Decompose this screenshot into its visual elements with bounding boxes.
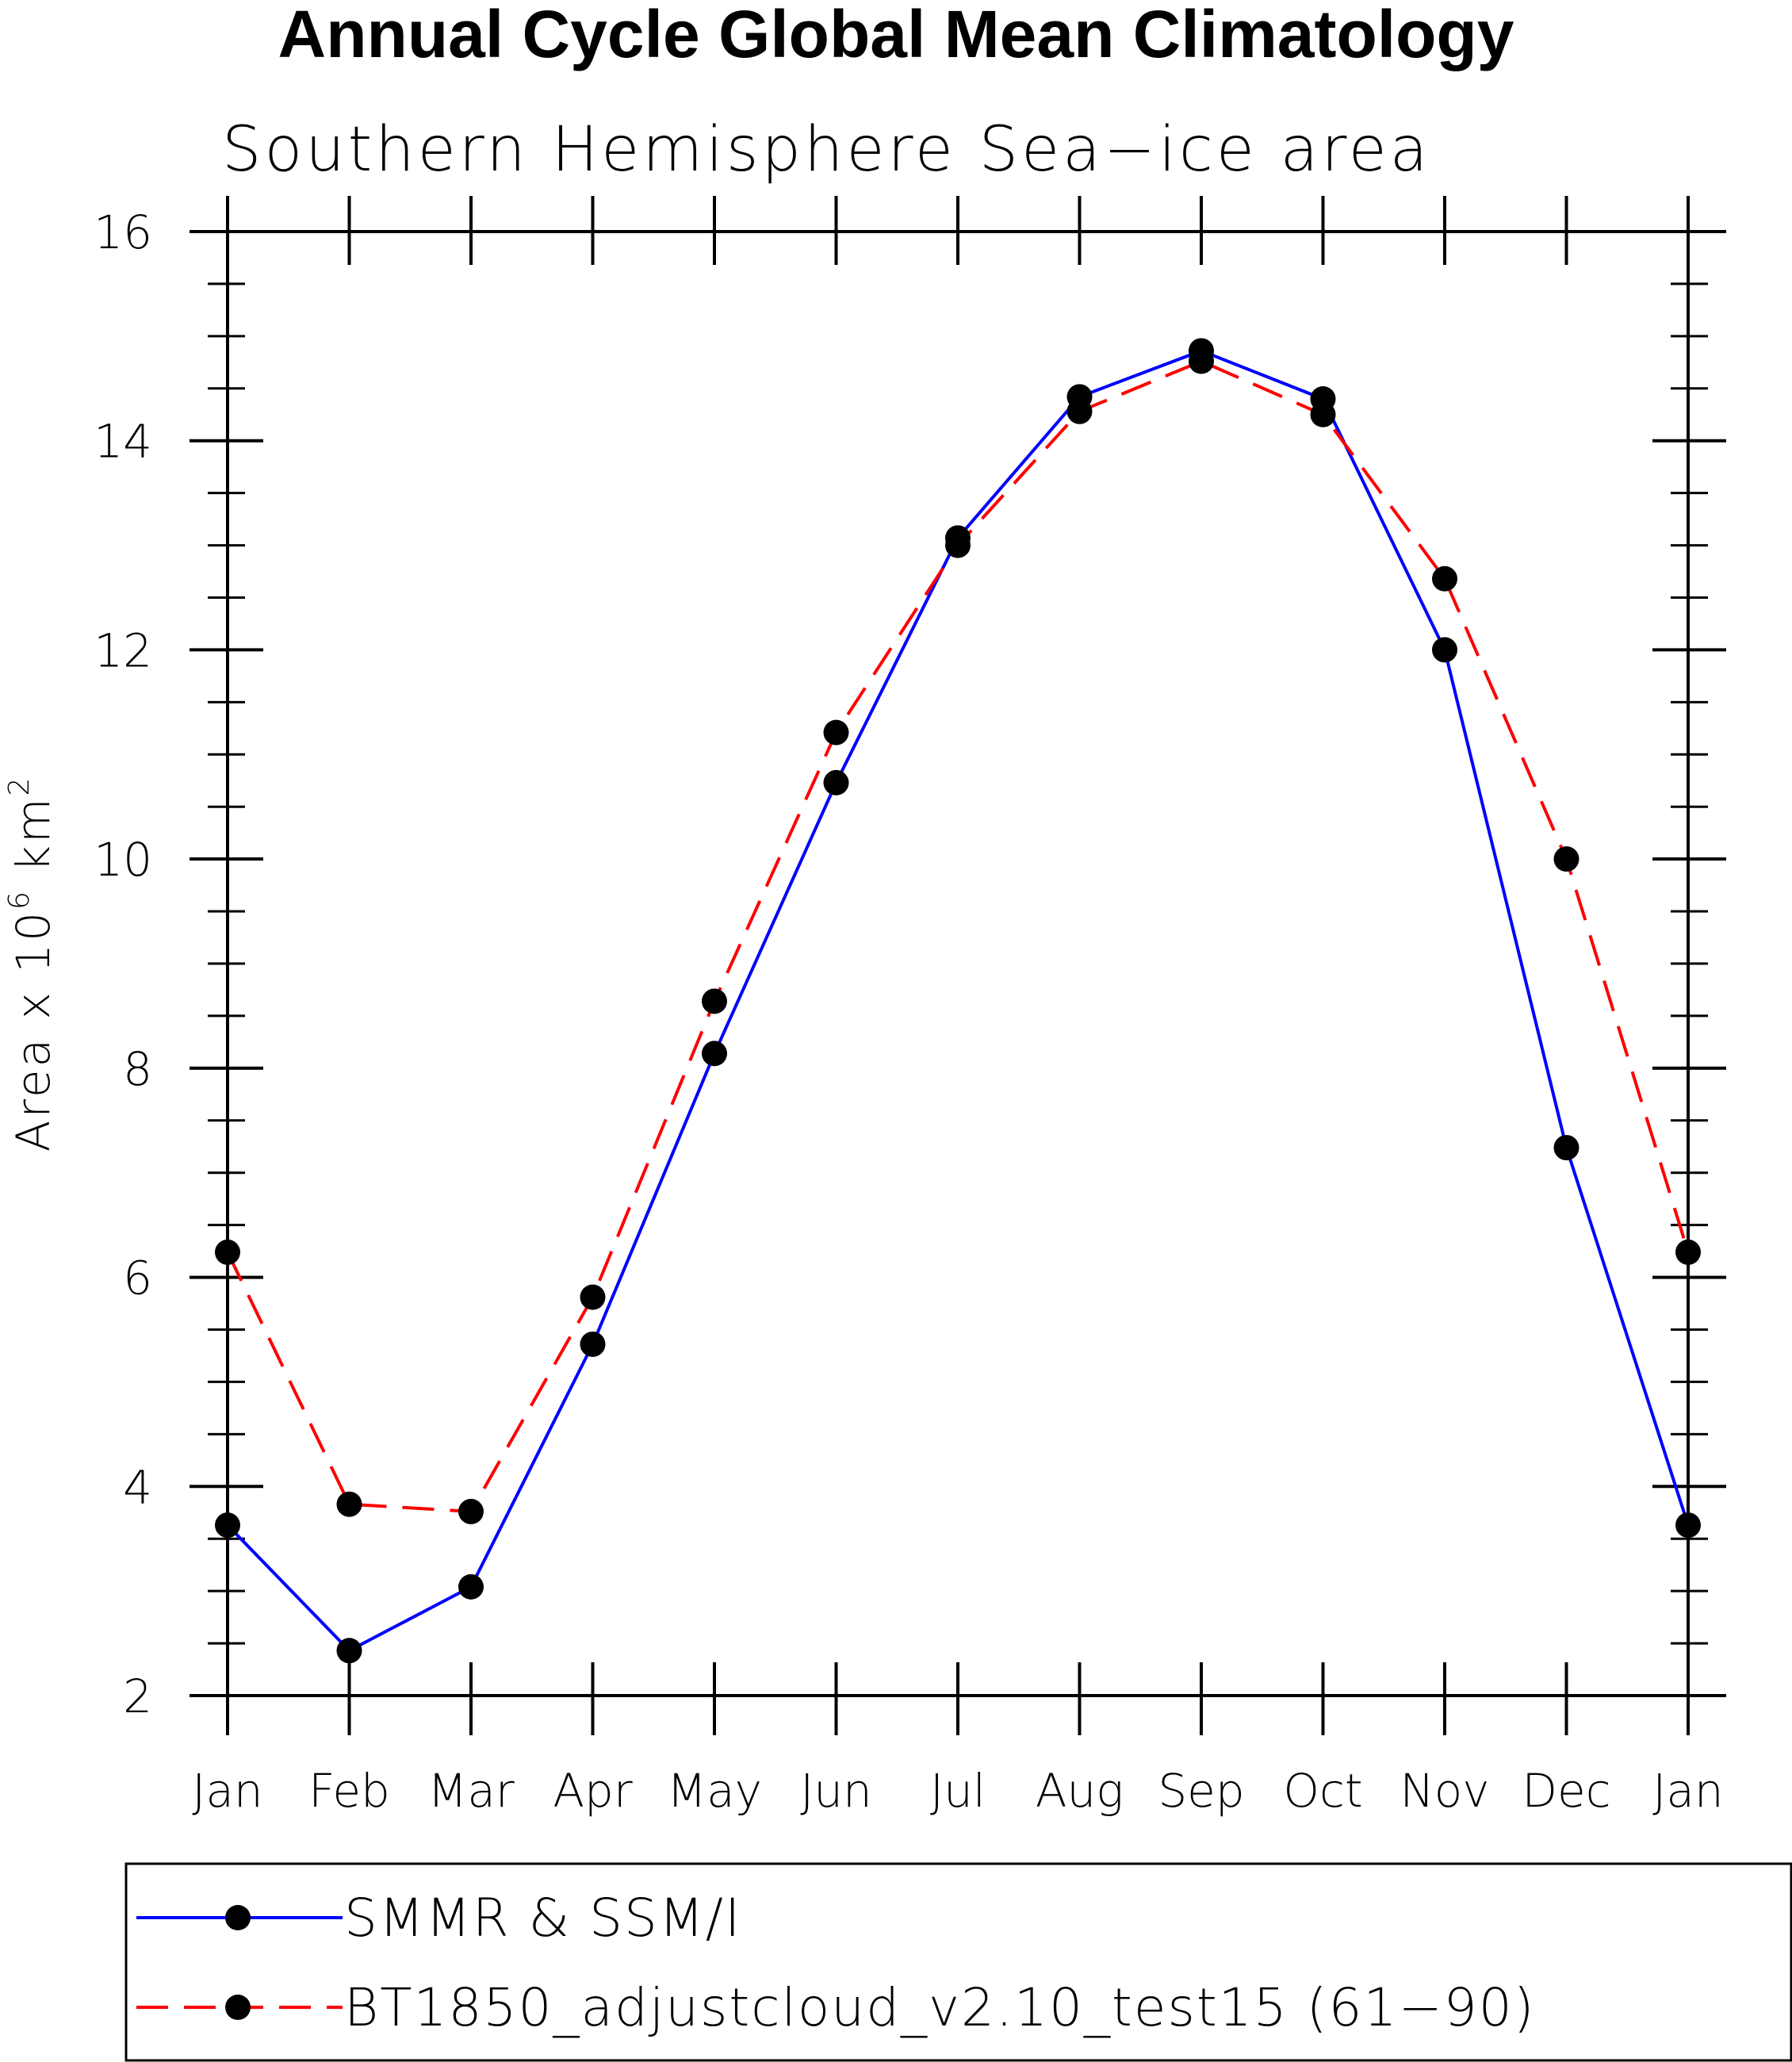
- y-axis-label-main: Area x 10: [6, 910, 60, 1152]
- series-1-point-12: [1675, 1512, 1701, 1539]
- series-2-point-3: [580, 1284, 606, 1310]
- x-tick-label-5: Jun: [800, 1764, 872, 1818]
- series-1-point-11: [1553, 1135, 1579, 1161]
- plot-area: [190, 196, 1726, 1735]
- series-markers: [215, 338, 1701, 1664]
- series-1-point-10: [1432, 637, 1457, 663]
- x-tick-label-3: Apr: [553, 1764, 632, 1818]
- axis-ticks: [190, 196, 1726, 1735]
- series-2-point-7: [1066, 398, 1093, 424]
- y-axis-label-sup1: 6: [3, 889, 36, 910]
- series-1-point-3: [580, 1331, 606, 1357]
- legend-box: [124, 1862, 1792, 2062]
- series-2-point-9: [1310, 401, 1336, 427]
- series-2-point-1: [336, 1491, 362, 1517]
- legend-marker-series-2: [225, 1995, 251, 2020]
- series-1-point-2: [458, 1573, 484, 1600]
- y-axis-label-mid: km: [6, 795, 60, 889]
- x-tick-label-9: Oct: [1283, 1764, 1362, 1818]
- x-tick-label-7: Aug: [1036, 1764, 1124, 1818]
- x-tick-label-0: Jan: [192, 1764, 262, 1818]
- x-tick-label-12: Jan: [1652, 1764, 1723, 1818]
- legend: SMMR & SSM/I BT1850_adjustcloud_v2.10_te…: [124, 1862, 1792, 2062]
- series-2-point-6: [945, 532, 971, 558]
- y-tick-label-3: 8: [123, 1042, 152, 1096]
- x-tick-label-1: Feb: [308, 1764, 390, 1818]
- x-tick-label-4: May: [667, 1764, 762, 1818]
- y-tick-label-2: 6: [123, 1251, 152, 1305]
- y-tick-label-1: 4: [123, 1460, 152, 1514]
- chart-title: Annual Cycle Global Mean Climatology: [278, 0, 1514, 71]
- legend-label-series-2: BT1850_adjustcloud_v2.10_test15 (61−90): [344, 1977, 1535, 2038]
- y-tick-label-5: 12: [94, 623, 152, 677]
- y-tick-label-0: 2: [123, 1669, 152, 1723]
- series-1-point-4: [702, 1041, 727, 1067]
- x-tick-label-11: Dec: [1522, 1764, 1610, 1818]
- chart-subtitle: Southern Hemisphere Sea−ice area: [222, 114, 1431, 186]
- series-2-point-10: [1432, 565, 1457, 592]
- y-axis-label-sup2: 2: [3, 776, 36, 796]
- x-axis-tick-labels: Jan Feb Mar Apr May Jun Jul Aug Sep Oct Nov Dec Jan: [192, 1764, 1723, 1818]
- x-tick-label-6: Jul: [930, 1764, 986, 1818]
- series-1-point-0: [215, 1512, 240, 1539]
- y-axis-label: Area x 106 km2: [3, 776, 60, 1152]
- y-tick-label-4: 10: [94, 833, 152, 887]
- legend-label-series-1: SMMR & SSM/I: [344, 1888, 742, 1949]
- series-2-point-5: [823, 719, 849, 745]
- series-2-point-12: [1675, 1239, 1701, 1265]
- y-tick-label-7: 16: [94, 205, 152, 259]
- series-1-point-5: [823, 769, 849, 795]
- y-tick-label-6: 14: [94, 415, 152, 469]
- y-axis-tick-labels: 2 4 6 8 10 12 14 16: [94, 205, 152, 1723]
- series-2-point-11: [1553, 846, 1579, 872]
- series-2-point-4: [702, 988, 727, 1014]
- series-2-point-0: [215, 1239, 240, 1265]
- x-tick-label-10: Nov: [1400, 1764, 1489, 1818]
- x-tick-label-2: Mar: [427, 1764, 515, 1818]
- x-tick-label-8: Sep: [1158, 1764, 1244, 1818]
- legend-marker-series-1: [225, 1905, 251, 1930]
- series-1-point-1: [336, 1638, 362, 1664]
- series-2-point-2: [458, 1498, 484, 1524]
- plot-frame: [226, 230, 1690, 1697]
- series-2-point-8: [1189, 348, 1214, 374]
